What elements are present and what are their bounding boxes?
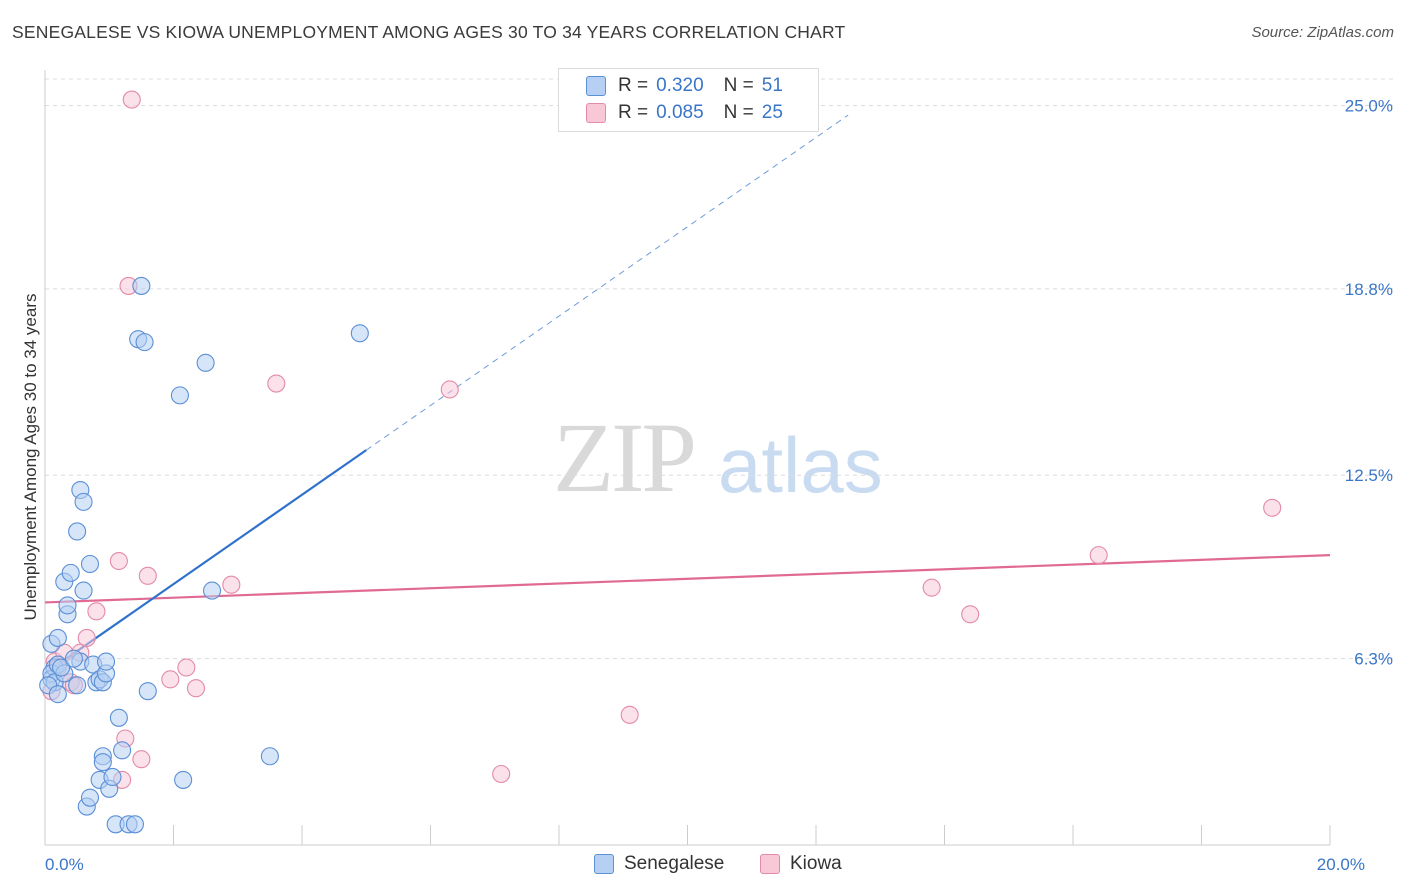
n-value: 25 bbox=[761, 102, 783, 123]
senegalese-point bbox=[80, 554, 100, 574]
watermark-atlas: atlas bbox=[718, 421, 883, 509]
kiowa-point bbox=[132, 750, 151, 769]
senegalese-trendline-extension bbox=[365, 114, 849, 451]
y-tick-label: 12.5% bbox=[1345, 466, 1393, 485]
senegalese-point bbox=[125, 815, 144, 834]
senegalese-swatch bbox=[586, 76, 606, 96]
kiowa-point bbox=[186, 679, 206, 698]
senegalese-point bbox=[52, 658, 71, 677]
kiowa-legend-swatch bbox=[760, 854, 780, 874]
kiowa-point bbox=[1089, 546, 1108, 565]
senegalese-point bbox=[93, 753, 112, 772]
y-tick-label: 18.8% bbox=[1345, 280, 1393, 299]
source-label: Source: ZipAtlas.com bbox=[1251, 24, 1394, 41]
senegalese-legend-swatch bbox=[594, 854, 614, 874]
senegalese-point bbox=[170, 386, 189, 405]
y-tick-label: 25.0% bbox=[1345, 96, 1393, 115]
x-tick-label: 20.0% bbox=[1317, 855, 1365, 874]
kiowa-trendline bbox=[44, 554, 1331, 604]
kiowa-point bbox=[620, 705, 639, 724]
senegalese-point bbox=[203, 581, 222, 600]
senegalese-point bbox=[132, 276, 151, 295]
n-label: N = bbox=[723, 102, 754, 123]
kiowa-point bbox=[1263, 498, 1282, 517]
kiowa-point bbox=[177, 658, 196, 677]
kiowa-point bbox=[109, 551, 128, 571]
n-value: 51 bbox=[761, 75, 783, 96]
kiowa-point bbox=[138, 566, 157, 585]
kiowa-point bbox=[492, 764, 511, 784]
kiowa-point bbox=[222, 575, 241, 594]
senegalese-point bbox=[135, 333, 154, 352]
kiowa-point bbox=[267, 374, 286, 393]
x-tick-label: 0.0% bbox=[45, 855, 84, 874]
senegalese-trendline bbox=[44, 449, 367, 675]
r-label: R = bbox=[618, 102, 649, 123]
legend-row-kiowa: R = 0.085 N = 25 bbox=[586, 102, 783, 124]
correlation-legend: R = 0.320 N = 51 R = 0.085 N = 25 bbox=[558, 68, 819, 132]
legend-row-senegalese: R = 0.320 N = 51 bbox=[586, 75, 783, 97]
senegalese-point bbox=[64, 649, 83, 668]
kiowa-point bbox=[961, 605, 980, 624]
senegalese-point bbox=[113, 741, 132, 760]
senegalese-legend-label: Senegalese bbox=[624, 853, 725, 874]
senegalese-point bbox=[61, 563, 80, 582]
y-axis-label: Unemployment Among Ages 30 to 34 years bbox=[21, 293, 40, 621]
senegalese-point bbox=[74, 492, 93, 511]
senegalese-point bbox=[350, 324, 369, 343]
senegalese-point bbox=[174, 770, 193, 789]
senegalese-point bbox=[80, 788, 100, 807]
kiowa-point bbox=[922, 578, 941, 597]
kiowa-swatch bbox=[586, 103, 606, 123]
senegalese-point bbox=[48, 628, 67, 647]
senegalese-point bbox=[58, 596, 77, 615]
r-value: 0.320 bbox=[656, 75, 704, 96]
kiowa-legend-label: Kiowa bbox=[790, 853, 842, 874]
kiowa-point bbox=[440, 380, 459, 399]
senegalese-point bbox=[196, 353, 215, 372]
r-label: R = bbox=[618, 75, 649, 96]
senegalese-point bbox=[138, 682, 157, 701]
senegalese-point bbox=[109, 708, 128, 727]
kiowa-point bbox=[122, 90, 141, 109]
senegalese-point bbox=[260, 747, 279, 766]
n-label: N = bbox=[723, 75, 754, 96]
senegalese-point bbox=[103, 767, 122, 787]
y-tick-label: 6.3% bbox=[1354, 650, 1393, 669]
kiowa-point bbox=[77, 628, 96, 647]
bottom-legend-senegalese: Senegalese bbox=[594, 852, 724, 876]
senegalese-point bbox=[48, 685, 67, 704]
bottom-legend-kiowa: Kiowa bbox=[760, 852, 842, 876]
senegalese-point bbox=[74, 581, 93, 600]
senegalese-point bbox=[68, 676, 87, 695]
senegalese-point bbox=[96, 652, 116, 671]
watermark-zip: ZIP bbox=[553, 402, 697, 513]
kiowa-point bbox=[87, 602, 106, 621]
senegalese-point bbox=[68, 522, 87, 541]
r-value: 0.085 bbox=[656, 102, 704, 123]
chart-title: SENEGALESE VS KIOWA UNEMPLOYMENT AMONG A… bbox=[12, 22, 846, 42]
kiowa-point bbox=[161, 670, 180, 689]
